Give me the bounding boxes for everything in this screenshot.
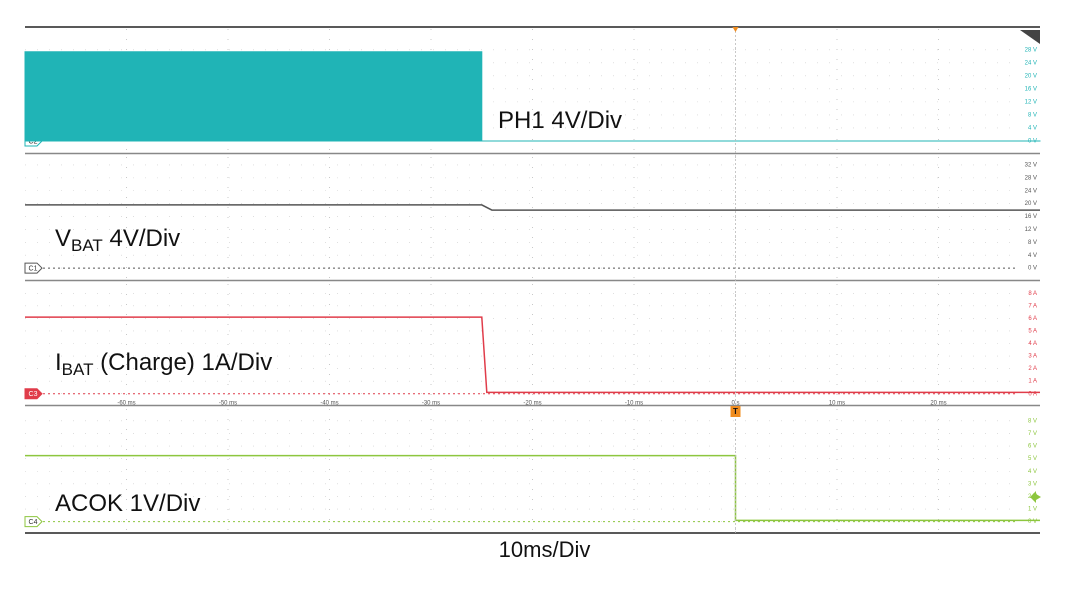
scope-icon <box>1020 30 1040 44</box>
y-tick-label: 7 V <box>1028 431 1037 437</box>
y-tick-label: 8 V <box>1028 418 1037 424</box>
x-tick-label: -40 ms <box>320 401 338 407</box>
channel-annotation: ACOK 1V/Div <box>55 490 200 517</box>
annotation-text: V <box>55 225 71 252</box>
y-tick-label: 0 A <box>1028 391 1037 397</box>
x-axis-label: 10ms/Div <box>499 537 591 562</box>
channel-annotation: IBAT (Charge) 1A/Div <box>55 349 272 379</box>
trigger-marker <box>730 406 741 417</box>
annotation-text: ACOK 1V/Div <box>55 490 200 517</box>
y-tick-label: 3 A <box>1028 354 1037 360</box>
annotation-subscript: BAT <box>62 360 94 379</box>
y-tick-label: 28 V <box>1025 47 1037 53</box>
y-tick-label: 28 V <box>1025 175 1037 181</box>
channel-badge-shape <box>24 262 43 274</box>
annotation-text: (Charge) 1A/Div <box>93 349 272 376</box>
annotation-text: I <box>55 349 62 376</box>
y-tick-label: 0 V <box>1028 139 1037 145</box>
y-tick-label: 0 V <box>1028 519 1037 525</box>
x-tick-label: -50 ms <box>219 401 237 407</box>
signal-line <box>25 316 1040 394</box>
signal-area <box>24 51 1041 142</box>
channel-label: C4 <box>29 519 38 526</box>
y-tick-label: 4 V <box>1028 469 1037 475</box>
offset-marker <box>1030 491 1041 503</box>
y-tick-label: 12 V <box>1025 227 1037 233</box>
x-tick-label: -20 ms <box>523 401 541 407</box>
y-tick-label: 2 V <box>1028 494 1037 500</box>
channel-badge: C4 <box>24 516 43 528</box>
y-tick-label: 24 V <box>1025 188 1037 194</box>
y-tick-label: 16 V <box>1025 214 1037 220</box>
trigger-top-marker <box>732 27 739 32</box>
y-tick-label: 7 A <box>1028 303 1037 309</box>
x-tick-label: 20 ms <box>930 401 946 407</box>
channel-label: C3 <box>29 391 38 398</box>
y-tick-label: 2 A <box>1028 366 1037 372</box>
x-tick-label: -60 ms <box>117 401 135 407</box>
y-tick-label: 4 A <box>1028 341 1037 347</box>
annotation-text: 4V/Div <box>103 225 180 252</box>
channel-annotation: VBAT 4V/Div <box>55 225 180 255</box>
trigger-label: T <box>733 407 738 416</box>
y-tick-label: 0 V <box>1028 266 1037 272</box>
annotation-text: PH1 4V/Div <box>498 107 622 134</box>
channel-badge-shape <box>24 388 43 400</box>
y-tick-label: 20 V <box>1025 201 1037 207</box>
y-tick-label: 8 V <box>1028 112 1037 118</box>
y-tick-label: 4 V <box>1028 253 1037 259</box>
channel-badge: C3 <box>24 388 43 400</box>
y-tick-label: 20 V <box>1025 73 1037 79</box>
y-tick-label: 24 V <box>1025 60 1037 66</box>
x-tick-label: -10 ms <box>625 401 643 407</box>
x-tick-label: -30 ms <box>422 401 440 407</box>
signal-line <box>25 204 1040 211</box>
y-tick-label: 5 V <box>1028 456 1037 462</box>
y-tick-label: 6 V <box>1028 444 1037 450</box>
channel-badge-shape <box>24 516 43 528</box>
channel-annotation: PH1 4V/Div <box>498 107 622 134</box>
y-tick-label: 1 V <box>1028 507 1037 513</box>
channel-badge: C1 <box>24 262 43 274</box>
y-tick-label: 32 V <box>1025 163 1037 169</box>
y-tick-label: 12 V <box>1025 99 1037 105</box>
y-tick-label: 1 A <box>1028 379 1037 385</box>
y-tick-label: 6 A <box>1028 316 1037 322</box>
x-tick-label: 10 ms <box>829 401 845 407</box>
y-tick-label: 16 V <box>1025 86 1037 92</box>
annotation-subscript: BAT <box>71 236 103 255</box>
y-tick-label: 5 A <box>1028 329 1037 335</box>
y-tick-label: 8 A <box>1028 291 1037 297</box>
channel-label: C1 <box>29 265 38 272</box>
y-tick-label: 4 V <box>1028 126 1037 132</box>
channel-label: C2 <box>29 138 38 145</box>
y-tick-label: 8 V <box>1028 240 1037 246</box>
y-tick-label: 3 V <box>1028 481 1037 487</box>
